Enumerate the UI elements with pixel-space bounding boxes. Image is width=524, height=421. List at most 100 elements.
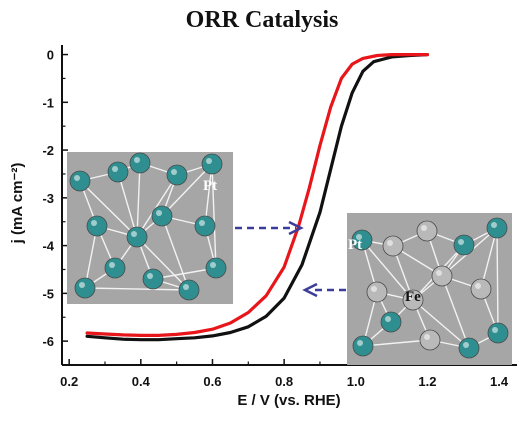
atom-highlight bbox=[134, 157, 140, 163]
x-tick-label: 0.8 bbox=[275, 374, 293, 389]
pt-atom bbox=[129, 152, 151, 174]
right-atoms bbox=[351, 217, 509, 359]
pt-atom bbox=[486, 217, 508, 239]
fe-atom bbox=[470, 278, 492, 300]
pt-atom bbox=[487, 322, 509, 344]
arrows bbox=[235, 220, 346, 298]
atom-highlight bbox=[171, 169, 177, 175]
atom-highlight bbox=[79, 282, 85, 288]
y-tick-label: -4 bbox=[42, 239, 54, 254]
pt-atom bbox=[104, 257, 126, 279]
atom-highlight bbox=[475, 283, 481, 289]
atom-highlight bbox=[491, 222, 497, 228]
fe-atom bbox=[416, 220, 438, 242]
atom-highlight bbox=[210, 262, 216, 268]
bond bbox=[117, 171, 138, 238]
pt-atom bbox=[178, 279, 200, 301]
atom-highlight bbox=[371, 286, 377, 292]
bond bbox=[84, 287, 190, 291]
arrow-to-black-head bbox=[302, 282, 318, 298]
series-line-1 bbox=[85, 53, 429, 337]
x-tick-label: 0.4 bbox=[132, 374, 151, 389]
bond bbox=[480, 227, 498, 290]
x-ticks: 0.2 0.4 0.6 0.8 1.0 1.2 1.4 bbox=[60, 359, 509, 389]
x-tick-label: 0.2 bbox=[60, 374, 78, 389]
atom-highlight bbox=[74, 175, 80, 181]
bond bbox=[412, 299, 470, 349]
series-group bbox=[85, 53, 429, 342]
pt-atom bbox=[352, 335, 374, 357]
pt-atom bbox=[142, 268, 164, 290]
pt-atom bbox=[194, 215, 216, 237]
pt-atom bbox=[458, 337, 480, 359]
y-tick-label: -6 bbox=[42, 334, 54, 349]
bond bbox=[441, 275, 470, 349]
atom-highlight bbox=[206, 158, 212, 164]
atom-highlight bbox=[436, 270, 442, 276]
atom-highlight bbox=[357, 340, 363, 346]
atom-highlight bbox=[385, 316, 391, 322]
atom-highlight bbox=[387, 240, 393, 246]
atom-highlight bbox=[421, 225, 427, 231]
right-pt-label: Pt bbox=[348, 237, 362, 253]
pt-atom bbox=[380, 311, 402, 333]
bond bbox=[211, 163, 217, 269]
atom-highlight bbox=[156, 210, 162, 216]
x-tick-label: 0.6 bbox=[203, 374, 221, 389]
bond bbox=[84, 225, 98, 289]
pt-atom bbox=[205, 257, 227, 279]
bond bbox=[136, 236, 190, 291]
fe-atom bbox=[431, 265, 453, 287]
atom-highlight bbox=[109, 262, 115, 268]
pt-atom bbox=[69, 170, 91, 192]
pt-atom bbox=[107, 161, 129, 183]
left-atoms bbox=[69, 152, 227, 301]
atom-highlight bbox=[458, 239, 464, 245]
bond bbox=[161, 163, 213, 217]
bond bbox=[361, 239, 414, 301]
atom-highlight bbox=[147, 273, 153, 279]
atom-highlight bbox=[463, 342, 469, 348]
bond bbox=[136, 174, 178, 238]
y-axis-label: j (mA cm⁻²) bbox=[9, 163, 26, 245]
atom-highlight bbox=[199, 220, 205, 226]
bond bbox=[496, 227, 499, 334]
ptfe-structure-image: Pt Fe bbox=[347, 213, 512, 365]
atom-highlight bbox=[424, 334, 430, 340]
pt-atom bbox=[126, 226, 148, 248]
pt-atom bbox=[74, 277, 96, 299]
pt-atom bbox=[453, 234, 475, 256]
atom-highlight bbox=[91, 220, 97, 226]
y-tick-label: -1 bbox=[42, 95, 54, 110]
pt-atom bbox=[151, 205, 173, 227]
y-tick-label: -5 bbox=[42, 286, 54, 301]
atom-highlight bbox=[356, 234, 362, 240]
arrow-to-red-head bbox=[288, 220, 304, 236]
chart-title: ORR Catalysis bbox=[186, 7, 339, 33]
y-tick-label: -2 bbox=[42, 143, 54, 158]
fe-atom bbox=[382, 235, 404, 257]
bond bbox=[136, 162, 141, 238]
bond bbox=[362, 339, 431, 347]
atom-highlight bbox=[112, 166, 118, 172]
bond bbox=[152, 267, 217, 280]
pt-atom bbox=[166, 164, 188, 186]
pt-structure-image: Pt bbox=[67, 152, 233, 304]
series-line-0 bbox=[85, 53, 429, 342]
atom-highlight bbox=[492, 327, 498, 333]
pt-atom bbox=[86, 215, 108, 237]
atom-highlight bbox=[131, 231, 137, 237]
left-pt-label: Pt bbox=[203, 178, 217, 194]
bond bbox=[79, 180, 138, 238]
x-tick-label: 1.0 bbox=[347, 374, 365, 389]
bond bbox=[161, 215, 190, 291]
x-tick-label: 1.2 bbox=[418, 374, 436, 389]
y-tick-label: 0 bbox=[47, 48, 54, 63]
right-fe-label: Fe bbox=[405, 289, 421, 305]
x-axis-label: E / V (vs. RHE) bbox=[237, 392, 340, 409]
fe-atom bbox=[366, 281, 388, 303]
atom-highlight bbox=[183, 284, 189, 290]
atom-highlight bbox=[407, 294, 413, 300]
x-tick-label: 1.4 bbox=[490, 374, 509, 389]
